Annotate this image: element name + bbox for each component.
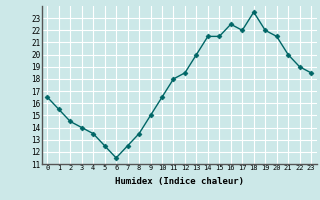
X-axis label: Humidex (Indice chaleur): Humidex (Indice chaleur): [115, 177, 244, 186]
